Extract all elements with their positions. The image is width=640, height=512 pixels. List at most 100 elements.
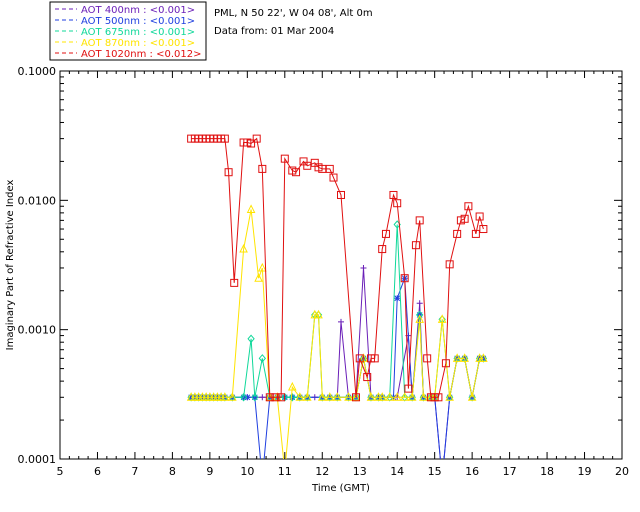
x-tick-label: 14 — [390, 465, 404, 478]
data-point — [239, 393, 248, 402]
data-point — [224, 168, 233, 177]
data-point — [251, 393, 259, 402]
x-tick-label: 19 — [578, 465, 592, 478]
x-tick-label: 8 — [169, 465, 176, 478]
data-point — [338, 318, 344, 325]
data-point — [464, 202, 473, 211]
plot-frame — [59, 70, 623, 460]
data-point — [265, 393, 274, 402]
site-info: PML, N 50 22', W 04 08', Alt 0m — [214, 8, 373, 19]
series — [188, 275, 487, 482]
data-point — [377, 392, 387, 401]
legend-entry-label: AOT 675nm : <0.001> — [81, 27, 195, 38]
x-tick-label: 18 — [540, 465, 554, 478]
data-point — [479, 353, 488, 362]
data-point — [230, 278, 239, 287]
data-point — [325, 392, 335, 401]
data-point — [363, 373, 372, 382]
data-point — [332, 392, 342, 401]
data-point — [460, 214, 469, 223]
data-point — [441, 359, 450, 368]
legend-entries: AOT 400nm : <0.001>AOT 500nm : <0.001>AO… — [55, 5, 201, 60]
data-point — [445, 260, 454, 269]
data-point — [411, 241, 420, 250]
data-point — [404, 384, 413, 393]
data-point — [239, 243, 248, 253]
series-line — [191, 278, 484, 459]
data-point — [351, 393, 360, 402]
y-tick-label: 0.0100 — [18, 194, 57, 207]
x-tick-label: 12 — [315, 465, 329, 478]
series — [187, 134, 488, 402]
data-point — [416, 300, 423, 307]
y-axis: 0.0001 0.0010 0.0100 0.1000 — [18, 65, 622, 466]
data-point — [228, 392, 237, 401]
data-point — [452, 353, 462, 362]
data-point — [314, 309, 323, 319]
x-axis-label: Time (GMT) — [311, 483, 370, 494]
data-point — [259, 476, 265, 482]
series-line — [191, 137, 484, 398]
data-point — [445, 392, 454, 401]
data-point — [434, 393, 443, 402]
data-point — [244, 394, 251, 401]
data-point — [467, 392, 477, 401]
data-point — [394, 295, 401, 302]
series — [188, 264, 487, 459]
x-tick-label: 5 — [57, 465, 64, 478]
data-point — [392, 392, 402, 401]
data-point — [271, 393, 280, 402]
legend-entry-label: AOT 500nm : <0.001> — [81, 16, 195, 27]
data-point — [360, 264, 367, 271]
data-point — [258, 164, 267, 173]
legend: AOT 400nm : <0.001>AOT 500nm : <0.001>AO… — [49, 1, 207, 61]
y-axis-label: Imaginary Part of Refractive Index — [5, 180, 16, 351]
y-tick-label: 0.1000 — [18, 65, 57, 78]
data-point — [344, 392, 353, 401]
legend-entry-label: AOT 400nm : <0.001> — [81, 5, 195, 16]
data-point — [378, 245, 387, 254]
x-tick-label: 15 — [428, 465, 442, 478]
data-point — [259, 394, 266, 401]
data-point — [460, 353, 469, 362]
data-point — [292, 168, 301, 177]
data-point — [471, 229, 480, 238]
series-line — [191, 224, 484, 398]
data-point — [370, 354, 379, 363]
data-point — [246, 204, 256, 213]
data-point — [393, 199, 402, 208]
data-point — [389, 190, 398, 199]
x-tick-label: 9 — [206, 465, 213, 478]
x-tick-label: 20 — [615, 465, 629, 478]
x-axis: 5 6 7 8 9 10 11 12 13 14 15 16 17 18 19 20 — [57, 71, 629, 478]
data-point — [254, 273, 263, 282]
data-point — [247, 139, 256, 148]
data-point — [400, 274, 409, 283]
legend-entry-label: AOT 1020nm : <0.012> — [81, 49, 201, 60]
data-point — [479, 225, 488, 234]
series-layer — [186, 134, 488, 482]
data-point — [325, 164, 334, 173]
data-point — [220, 392, 230, 401]
y-tick-label: 0.0001 — [18, 453, 57, 466]
x-tick-label: 17 — [503, 465, 517, 478]
data-point — [288, 393, 296, 402]
series-line — [191, 209, 484, 459]
x-tick-label: 10 — [240, 465, 254, 478]
x-tick-label: 11 — [278, 465, 292, 478]
data-point — [366, 392, 376, 401]
data-point — [416, 310, 424, 320]
data-point — [302, 392, 312, 401]
data-point — [329, 173, 338, 182]
x-tick-label: 13 — [353, 465, 367, 478]
data-point — [277, 393, 286, 402]
x-tick-label: 16 — [465, 465, 479, 478]
data-point — [419, 392, 428, 401]
data-point — [415, 216, 424, 225]
data-point — [252, 134, 261, 143]
data-point — [337, 190, 345, 199]
data-point — [295, 392, 305, 401]
data-point — [220, 134, 229, 143]
y-tick-label: 0.0010 — [18, 324, 57, 337]
